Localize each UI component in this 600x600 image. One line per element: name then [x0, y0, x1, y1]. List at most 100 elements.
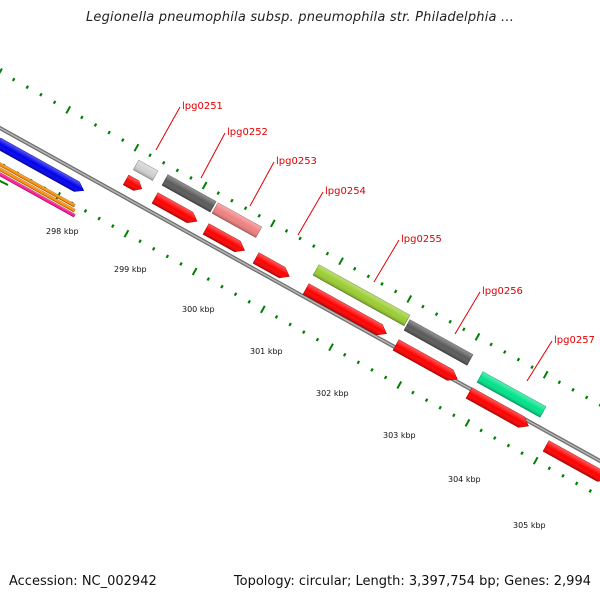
tick-major	[464, 418, 471, 427]
callout-line	[526, 340, 553, 382]
tick-minor	[206, 277, 211, 282]
tick-minor	[312, 244, 316, 248]
cds-arrow[interactable]	[392, 339, 460, 384]
callout-line	[249, 161, 275, 207]
tick-label: 300 kbp	[182, 305, 215, 314]
tick-minor	[288, 322, 292, 327]
tick-major	[270, 219, 276, 228]
tick-major	[338, 257, 344, 266]
tick-minor	[438, 405, 442, 410]
tick-minor	[148, 153, 152, 158]
tick-minor	[111, 224, 115, 229]
tick-minor	[557, 380, 562, 385]
gene-label-lpg0257: lpg0257	[554, 335, 595, 346]
gene-label-lpg0256: lpg0256	[482, 286, 523, 297]
tick-minor	[39, 92, 43, 97]
tick-minor	[370, 367, 374, 372]
cds-track	[122, 174, 600, 485]
tick-minor	[220, 284, 224, 289]
tick-minor	[298, 236, 302, 241]
tick-minor	[107, 130, 111, 135]
tick-minor	[493, 436, 497, 440]
tick-minor	[506, 443, 511, 448]
tick-minor	[151, 246, 156, 251]
gene-labels: lpg0251 lpg0252 lpg0253 lpg0254 lpg0255 lpg02…	[155, 101, 595, 382]
cds-arrow[interactable]	[202, 223, 247, 256]
gene-left-orange[interactable]	[0, 164, 76, 213]
tick-major	[406, 295, 413, 304]
tick-minor	[448, 319, 452, 324]
tick-label: 301 kbp	[250, 347, 283, 356]
tick-minor	[393, 289, 398, 294]
callout-line	[297, 191, 324, 236]
tick-minor	[80, 115, 84, 120]
tick-minor	[257, 213, 261, 218]
tick-minor	[189, 176, 193, 180]
tick-minor	[233, 292, 238, 297]
tick-label: 305 kbp	[513, 521, 546, 530]
tick-ring: 298 kbp 299 kbp 300 kbp 301 kbp 302 kbp 303 k…	[0, 68, 600, 530]
tick-minor	[97, 216, 101, 221]
tick-major	[532, 456, 539, 465]
gene-lpg0253[interactable]	[211, 202, 263, 238]
tick-minor	[462, 327, 466, 332]
tick-minor	[161, 160, 166, 165]
tick-label: 298 kbp	[46, 227, 79, 236]
tick-minor	[121, 138, 125, 143]
tick-minor	[230, 198, 234, 203]
tick-minor	[366, 274, 371, 279]
callout-line	[155, 106, 181, 151]
gene-lpg0251[interactable]	[132, 159, 159, 181]
tick-minor	[479, 428, 483, 433]
gene-lpg0256[interactable]	[403, 319, 474, 366]
tick-fragment	[0, 179, 9, 186]
gene-left-magenta[interactable]	[0, 169, 76, 218]
tick-major	[191, 267, 198, 276]
tick-minor	[325, 251, 330, 256]
cds-arrow[interactable]	[252, 252, 292, 282]
gene-track	[0, 137, 547, 418]
tick-minor	[216, 191, 221, 196]
cds-arrow[interactable]	[465, 387, 531, 431]
gene-left-orange[interactable]	[0, 159, 76, 208]
tick-minor	[489, 342, 493, 347]
tick-minor	[83, 209, 88, 213]
tick-major	[474, 332, 481, 341]
gene-label-lpg0255: lpg0255	[401, 234, 442, 245]
cds-arrow[interactable]	[151, 192, 200, 227]
tick-minor	[352, 266, 357, 271]
tick-minor	[516, 357, 521, 362]
tick-minor	[52, 100, 57, 105]
tick-minor	[380, 281, 384, 286]
tick-label: 304 kbp	[448, 475, 481, 484]
tick-label: 302 kbp	[316, 389, 349, 398]
tick-major	[65, 105, 72, 114]
tick-major	[0, 68, 3, 75]
tick-minor	[434, 312, 439, 317]
tick-major	[542, 370, 549, 379]
topology-summary: Topology: circular; Length: 3,397,754 bp…	[233, 574, 591, 589]
tick-minor	[93, 123, 98, 127]
gene-left-blue[interactable]	[0, 137, 86, 195]
tick-minor	[421, 304, 425, 309]
callout-line	[200, 132, 226, 179]
tick-minor	[520, 451, 524, 456]
tick-minor	[175, 168, 180, 173]
tick-minor	[424, 398, 429, 403]
tick-minor	[588, 489, 592, 493]
cds-arrow[interactable]	[302, 283, 389, 339]
cds-arrow[interactable]	[542, 440, 600, 485]
cds-arrow[interactable]	[122, 174, 144, 193]
tick-minor	[25, 85, 30, 90]
tick-major	[123, 229, 130, 238]
tick-minor	[11, 77, 16, 82]
gene-lpg0255[interactable]	[312, 264, 411, 327]
tick-minor	[274, 314, 279, 319]
gene-lpg0252[interactable]	[161, 174, 217, 213]
gene-lpg0257[interactable]	[476, 371, 547, 418]
accession-text: Accession: NC_002942	[9, 574, 157, 589]
tick-minor	[411, 390, 415, 395]
gene-label-lpg0253: lpg0253	[276, 156, 317, 167]
tick-label: 303 kbp	[383, 431, 416, 440]
